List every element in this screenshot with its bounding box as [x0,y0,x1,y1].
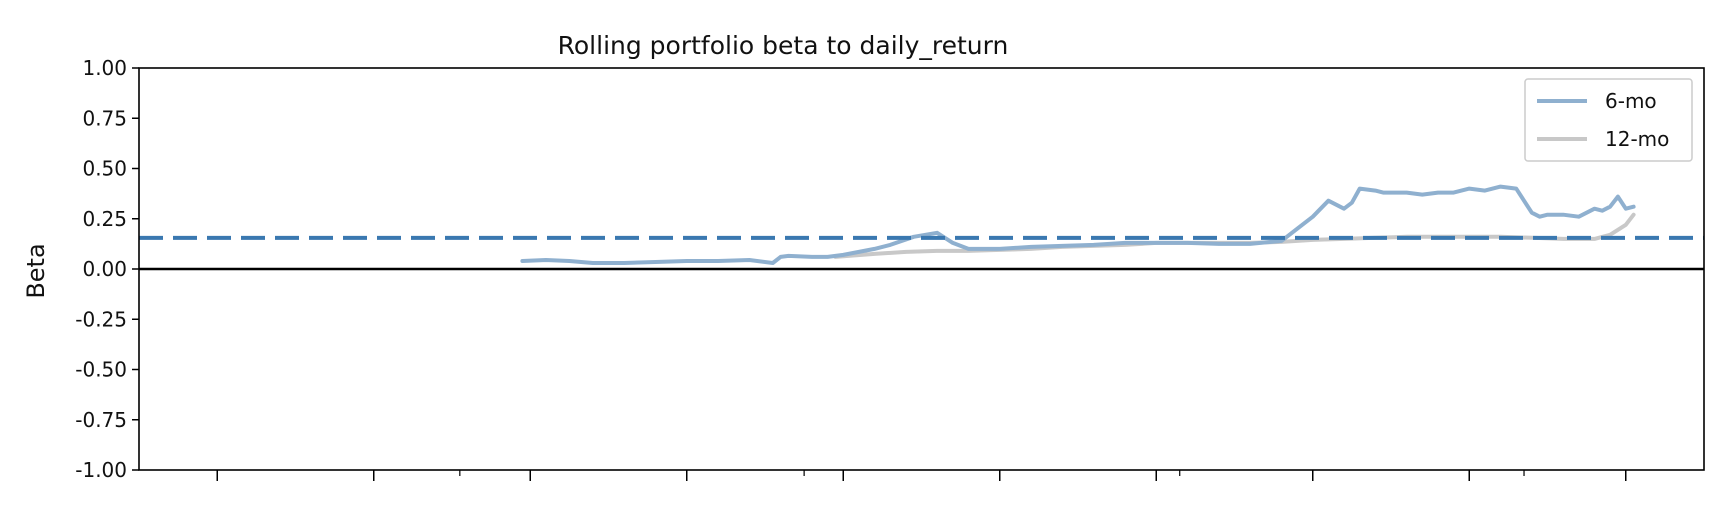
plot-area: 1.00 0.75 0.50 0.25 0.00 -0.25 -0.50 -0.75 -1.00 [75,56,1705,482]
axes-frame [138,67,1705,471]
y-tick-label: 0.25 [82,207,127,231]
y-axis-label: Beta [22,243,50,298]
legend-label: 12-mo [1605,127,1669,151]
chart-title: Rolling portfolio beta to daily_return [558,31,1009,60]
legend: 6-mo 12-mo [1524,78,1693,162]
series-group [139,184,1704,271]
y-tick-label: -0.25 [75,307,127,331]
y-tick-label: -0.50 [75,358,127,382]
y-tick-label: 1.00 [82,56,127,80]
y-tick-label: -0.75 [75,408,127,432]
legend-label: 6-mo [1605,89,1657,113]
y-tick-label: 0.75 [82,106,127,130]
y-tick-label: 0.50 [82,157,127,181]
y-tick-label: 0.00 [82,257,127,281]
series-line-12-mo [833,212,1636,259]
series-line-6-mo [520,184,1636,265]
y-tick-label: -1.00 [75,458,127,482]
